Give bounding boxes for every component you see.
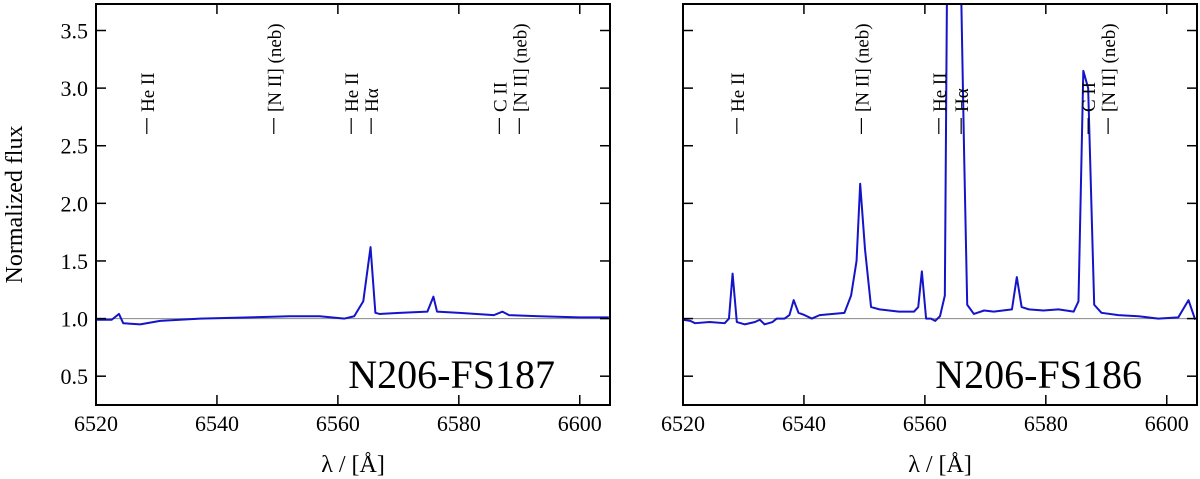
annotation-label: He II bbox=[930, 72, 951, 112]
plot-frame bbox=[682, 3, 1198, 406]
x-tick-label: 6580 bbox=[437, 411, 481, 436]
plot-frame bbox=[95, 3, 611, 406]
annotation-label: [N II] (neb) bbox=[265, 23, 286, 112]
annotation-label: He II bbox=[728, 72, 749, 112]
annotation-label: Hα bbox=[362, 88, 383, 112]
annotation-label: He II bbox=[138, 72, 159, 112]
spectrum-line bbox=[96, 246, 609, 326]
y-tick-label: 1.5 bbox=[61, 249, 89, 274]
x-tick-label: 6600 bbox=[1145, 411, 1189, 436]
x-tick-label: 6540 bbox=[195, 411, 239, 436]
panel: 6520 6540 6560 6580 6600 λ / [Å] N206-FS186 He … bbox=[661, 3, 1198, 478]
panel-label: N206-FS187 bbox=[348, 352, 555, 397]
plot-area bbox=[96, 246, 609, 326]
x-tick-label: 6520 bbox=[74, 411, 118, 436]
plot-area bbox=[683, 4, 1197, 326]
spectrum-line bbox=[683, 4, 1197, 326]
annotation-label: [N II] (neb) bbox=[852, 23, 873, 112]
y-tick-label: 2.5 bbox=[61, 134, 89, 159]
x-tick-label: 6520 bbox=[661, 411, 705, 436]
x-axis-label: λ / [Å] bbox=[908, 452, 972, 478]
annotation-label: [N II] (neb) bbox=[1099, 23, 1120, 112]
x-tick-label: 6560 bbox=[316, 411, 360, 436]
annotation-label: C II bbox=[490, 82, 511, 112]
y-tick-label: 2.0 bbox=[61, 191, 89, 216]
y-axis-label: Normalized flux bbox=[2, 126, 28, 284]
y-tick-label: 1.0 bbox=[61, 307, 89, 332]
x-tick-label: 6540 bbox=[782, 411, 826, 436]
annotation-label: He II bbox=[342, 72, 363, 112]
x-tick-label: 6560 bbox=[903, 411, 947, 436]
x-tick-label: 6600 bbox=[558, 411, 602, 436]
x-tick-label: 6580 bbox=[1024, 411, 1068, 436]
panel: 6520 6540 6560 6580 6600 0.5 1.0 1.5 2.0 2.5 3.0 3.… bbox=[2, 3, 611, 478]
x-axis-label: λ / [Å] bbox=[321, 452, 385, 478]
y-tick-label: 3.5 bbox=[61, 19, 89, 44]
y-tick-label: 3.0 bbox=[61, 76, 89, 101]
annotation-label: [N II] (neb) bbox=[510, 23, 531, 112]
annotation-label: Hα bbox=[952, 88, 973, 112]
panel-label: N206-FS186 bbox=[935, 352, 1142, 397]
y-tick-label: 0.5 bbox=[61, 364, 89, 389]
annotation-label: C II bbox=[1079, 82, 1100, 112]
